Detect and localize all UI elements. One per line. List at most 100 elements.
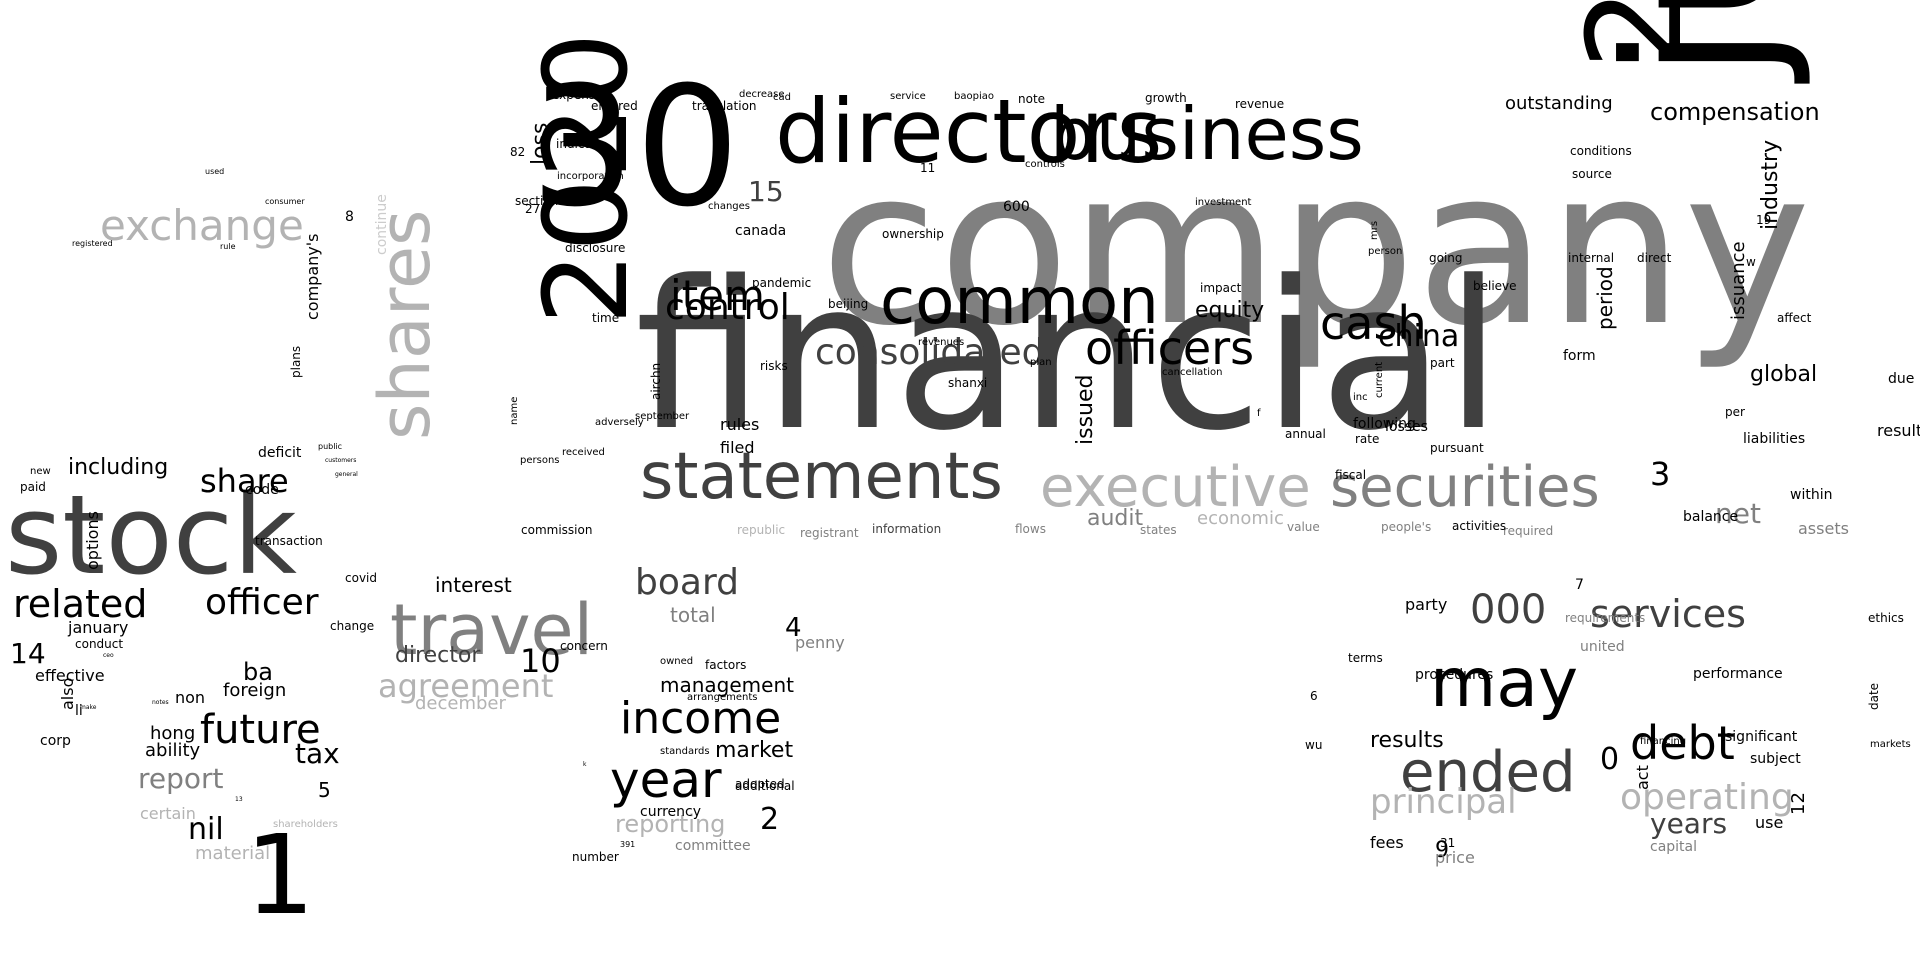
word-item: item — [670, 271, 765, 320]
word-due: due — [1888, 371, 1915, 387]
word-penny: penny — [795, 633, 845, 652]
word-standards: standards — [660, 746, 710, 757]
word-baopiao: baopiao — [954, 91, 994, 102]
word-company: company — [820, 122, 1811, 373]
word-price: price — [1435, 848, 1475, 867]
word-new: new — [30, 466, 51, 477]
word-exchange: exchange — [100, 201, 304, 250]
word-concern: concern — [560, 639, 608, 653]
word-transaction: transaction — [255, 534, 323, 548]
word-corp: corp — [40, 733, 71, 749]
word-change: change — [330, 619, 375, 633]
word-15: 15 — [748, 175, 784, 208]
word-f: f — [1257, 408, 1261, 419]
word-income: income — [620, 693, 782, 744]
word-airchn: airchn — [649, 362, 663, 400]
word-27: 27 — [525, 202, 541, 216]
word-deficit: deficit — [258, 445, 302, 461]
word-revenue: revenue — [1235, 97, 1285, 111]
word-activities: activities — [1452, 519, 1507, 533]
word-years: years — [1650, 807, 1728, 840]
word-future: future — [200, 707, 321, 753]
word-conduct: conduct — [75, 637, 124, 651]
word-results: results — [1370, 728, 1444, 753]
word-believe: believe — [1473, 279, 1517, 293]
word-operating: operating — [1620, 777, 1794, 818]
word-source: source — [1572, 167, 1612, 181]
word-ability: ability — [145, 740, 201, 761]
word-performance: performance — [1693, 666, 1783, 682]
word-current: current — [1374, 361, 1385, 398]
word-ownership: ownership — [882, 227, 944, 241]
word-cancellation: cancellation — [1162, 367, 1223, 378]
word-commission: commission — [521, 523, 593, 537]
word-management: management — [660, 673, 794, 697]
word-plan: plan — [1030, 357, 1052, 368]
word-hong: hong — [150, 723, 196, 744]
word-general: general — [335, 471, 358, 478]
word-non: non — [175, 688, 206, 707]
word-related: related — [13, 582, 148, 626]
word-markets: markets — [1870, 739, 1911, 750]
word-registered: registered — [72, 239, 113, 248]
word-control: control — [665, 287, 790, 328]
word-rate: rate — [1355, 432, 1380, 446]
word-liabilities: liabilities — [1743, 431, 1806, 447]
word-net: net — [1715, 497, 1761, 530]
word-china: china — [1378, 319, 1460, 354]
word-11: 11 — [920, 161, 936, 175]
word-foreign: foreign — [223, 680, 287, 701]
word-revenues: revenues — [918, 337, 965, 348]
word-owned: owned — [660, 656, 694, 667]
word-4: 4 — [785, 613, 802, 643]
word-act: act — [1633, 765, 1652, 790]
word-14: 14 — [10, 637, 46, 670]
word-also: also — [58, 677, 77, 710]
word-risks: risks — [760, 359, 788, 373]
word-united: united — [1580, 639, 1625, 655]
word-total: total — [670, 603, 716, 627]
word-business: business — [1050, 92, 1364, 176]
word-capital: capital — [1650, 839, 1698, 855]
word-w: w — [1746, 255, 1756, 269]
word-annual: annual — [1285, 427, 1326, 441]
word-pandemic: pandemic — [752, 276, 812, 290]
word-stock: stock — [5, 471, 297, 599]
word-wu: wu — [1305, 738, 1323, 752]
word-economic: economic — [1197, 508, 1284, 529]
word-travel: travel — [390, 589, 594, 671]
word-mrs: mrs — [1369, 220, 1380, 240]
word-5: 5 — [318, 778, 331, 802]
word-securities: securities — [1330, 455, 1600, 520]
word-september: september — [635, 411, 690, 422]
word-party: party — [1405, 595, 1448, 614]
word-reporting: reporting — [615, 810, 726, 838]
word-ended: ended — [1400, 740, 1576, 805]
word-december: december — [415, 693, 506, 714]
word-consumer: consumer — [265, 197, 305, 206]
word-including: including — [68, 455, 169, 480]
word-covid: covid — [345, 571, 377, 585]
word-6: 6 — [1310, 689, 1318, 703]
word-subject: subject — [1750, 751, 1801, 767]
word-cad: cad — [773, 92, 791, 103]
word-impact: impact — [1200, 281, 1242, 295]
word-financial: financial — [635, 238, 1502, 476]
word-losses: losses — [1385, 419, 1428, 435]
word-12: 12 — [1788, 792, 1809, 815]
word-fiscal: fiscal — [1335, 468, 1367, 482]
word-share: share — [200, 462, 289, 500]
word-republic: republic — [737, 523, 786, 537]
word-issuance: issuance — [1728, 241, 1749, 320]
word-agreement: agreement — [378, 667, 554, 705]
word-public: public — [318, 442, 343, 451]
word-received: received — [562, 447, 605, 458]
word-registrant: registrant — [800, 526, 859, 540]
word-january: january — [68, 618, 129, 637]
word-translation: translation — [692, 99, 757, 113]
word-2: 2 — [760, 802, 780, 837]
word-391: 391 — [620, 840, 636, 849]
word-going: going — [1429, 251, 1463, 265]
word-services: services — [1590, 592, 1746, 636]
